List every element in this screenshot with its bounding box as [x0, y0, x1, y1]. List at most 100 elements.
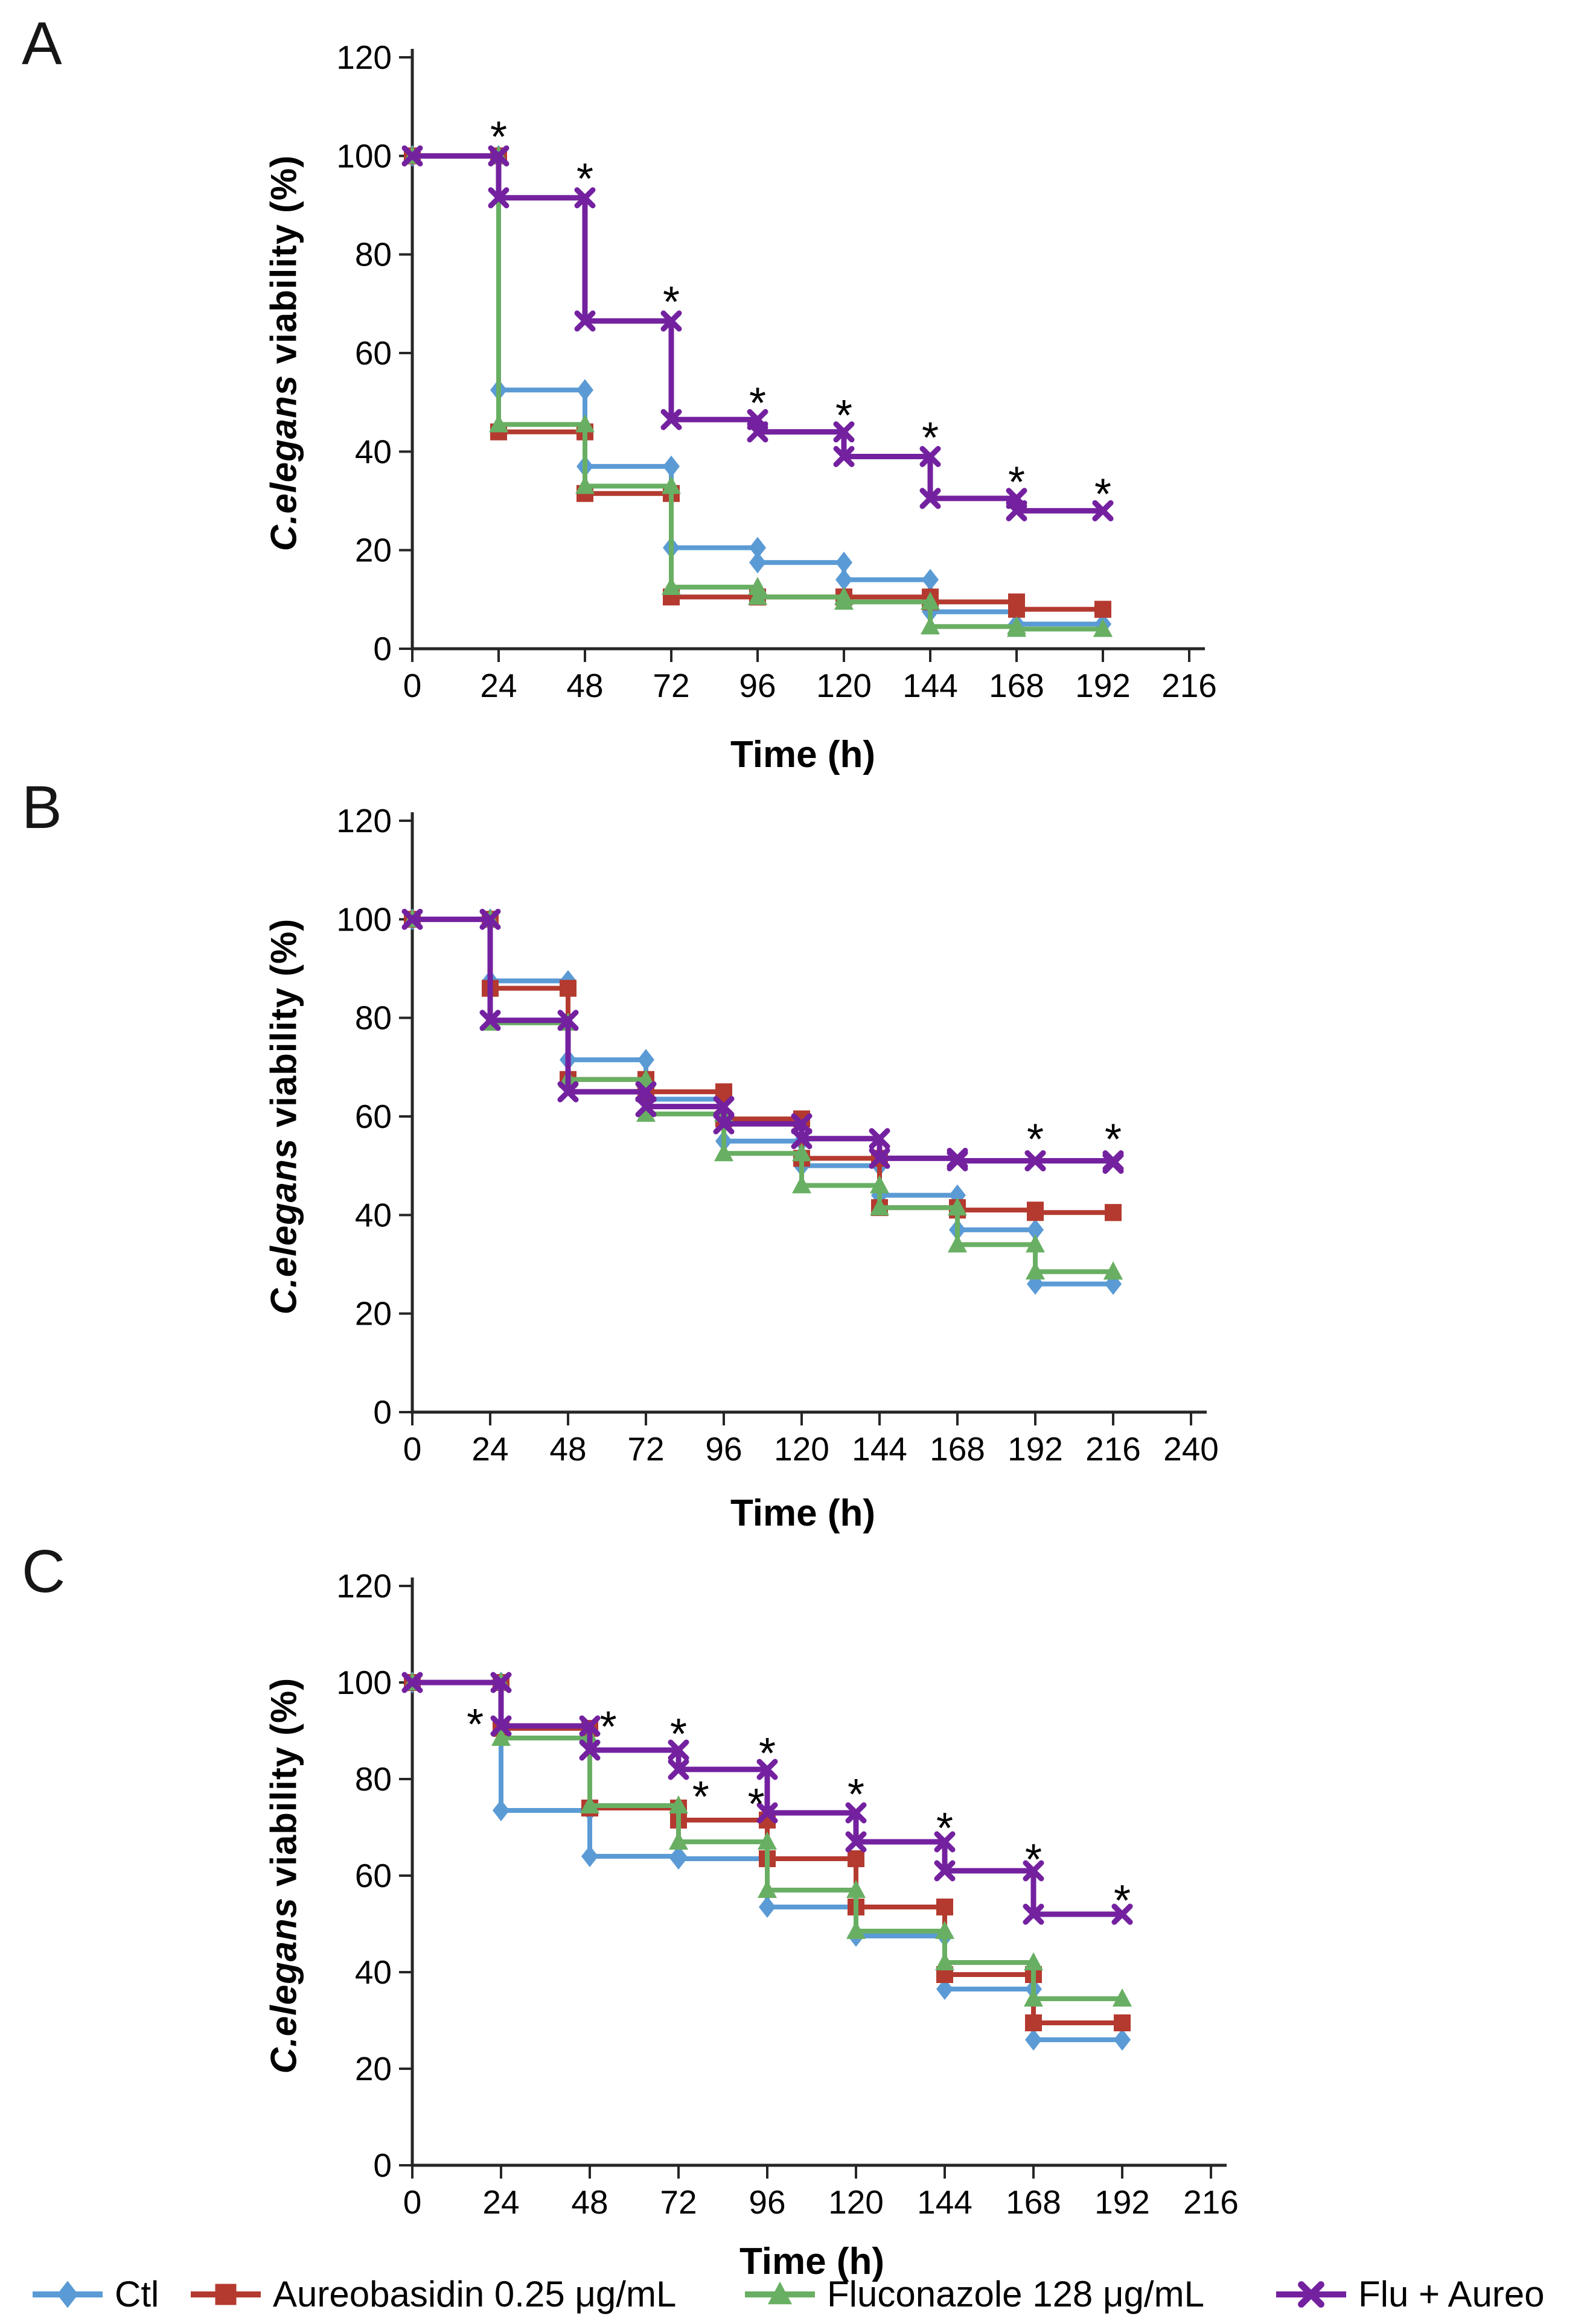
- series-combo-line: [401, 908, 1124, 1174]
- panel-A-plot: 0 20 40 60 80 100 120 0 24 48 72 96 120 144 168 192 216 *…: [336, 39, 1217, 704]
- y-axis-label-B: C.elegans viability (%): [263, 918, 305, 1315]
- significance-asterisk: *: [1008, 458, 1025, 506]
- significance-asterisk: *: [835, 392, 852, 440]
- y-tick-label: 100: [336, 137, 392, 174]
- x-tick-label: 0: [403, 667, 422, 704]
- y-axis-label-A: C.elegans viability (%): [263, 155, 305, 552]
- panel-C-plot: 0 20 40 60 80 100 120 0 24 48 72 96 120 144 168 192 216 *…: [336, 1567, 1239, 2221]
- x-tick-label: 120: [816, 667, 872, 704]
- x-tick-label: 240: [1163, 1430, 1219, 1468]
- series-aureo-line: [404, 911, 1122, 1221]
- x-tick-label: 24: [480, 667, 517, 704]
- legend-item-fluconazole: Fluconazole 128 μg/mL: [741, 2264, 1204, 2324]
- significance-asterisk: *: [936, 1804, 953, 1853]
- panel-B-plot: 0 20 40 60 80 100 120 0 24 48 72 96 120 144 168 192 216 2…: [336, 802, 1219, 1468]
- x-tick-label: 48: [571, 2183, 608, 2221]
- y-tick-label: 0: [373, 630, 392, 667]
- legend-item-aureobasidin: Aureobasidin 0.25 μg/mL: [187, 2264, 676, 2324]
- significance-asterisk: *: [848, 1771, 864, 1819]
- x-tick-label: 216: [1183, 2183, 1239, 2221]
- y-tick-label: 60: [355, 334, 392, 372]
- aureobasidin-square-icon: [191, 2284, 261, 2305]
- significance-asterisk: *: [1094, 471, 1111, 519]
- x-tick-label: 96: [739, 667, 776, 704]
- species-name: C.elegans: [263, 374, 304, 552]
- series-combo-line: [401, 145, 1114, 521]
- panel-C-axes: 0 20 40 60 80 100 120 0 24 48 72 96 120 144 168 192 216: [336, 1567, 1239, 2221]
- x-tick-label: 96: [705, 1430, 742, 1468]
- x-axis-label-A: Time (h): [730, 734, 875, 775]
- y-axis-label-C: C.elegans viability (%): [263, 1678, 305, 2074]
- y-tick-label: 0: [373, 2147, 392, 2184]
- y-tick-label: 40: [355, 433, 392, 470]
- x-tick-label: 24: [482, 2183, 519, 2221]
- legend: Ctl Aureobasidin 0.25 μg/mL Fluconazole …: [0, 2264, 1584, 2324]
- significance-asterisk: *: [467, 1701, 484, 1749]
- x-tick-label: 192: [1075, 667, 1131, 704]
- x-tick-label: 120: [828, 2183, 884, 2221]
- survival-curves-canvas: 0 20 40 60 80 100 120 0 24 48 72 96 120 144 168 192 216 *…: [336, 39, 1239, 2221]
- series-flu-line: [403, 909, 1123, 1280]
- x-axis-label-B: Time (h): [730, 1492, 875, 1534]
- significance-asterisk: *: [1025, 1836, 1042, 1884]
- panel-A-axes: 0 20 40 60 80 100 120 0 24 48 72 96 120 144 168 192 216: [336, 39, 1217, 704]
- y-axis-label-rest: viability (%): [263, 1677, 304, 1897]
- y-axis-label-rest: viability (%): [263, 154, 304, 375]
- x-tick-label: 48: [566, 667, 603, 704]
- x-tick-label: 144: [902, 667, 958, 704]
- y-tick-label: 20: [355, 2050, 392, 2087]
- x-tick-label: 216: [1161, 667, 1217, 704]
- significance-asterisk: *: [490, 113, 507, 162]
- x-tick-label: 168: [930, 1430, 985, 1468]
- y-tick-label: 80: [355, 1760, 392, 1798]
- significance-asterisk: *: [692, 1773, 709, 1821]
- significance-asterisk: *: [922, 414, 939, 462]
- significance-asterisk: *: [576, 155, 593, 203]
- significance-asterisk: *: [663, 278, 680, 326]
- x-tick-label: 48: [549, 1430, 586, 1468]
- y-tick-label: 120: [336, 39, 392, 76]
- species-name: C.elegans: [263, 1138, 304, 1315]
- significance-asterisk: *: [1105, 1116, 1122, 1164]
- y-tick-label: 20: [355, 1295, 392, 1332]
- panel-B-axes: 0 20 40 60 80 100 120 0 24 48 72 96 120 144 168 192 216 2…: [336, 802, 1219, 1468]
- ctl-diamond-icon: [33, 2281, 103, 2308]
- x-tick-label: 96: [749, 2183, 785, 2221]
- x-tick-label: 0: [403, 2183, 422, 2221]
- x-tick-label: 168: [1006, 2183, 1061, 2221]
- y-tick-label: 0: [373, 1393, 392, 1431]
- x-tick-label: 168: [989, 667, 1044, 704]
- legend-label-aureobasidin: Aureobasidin 0.25 μg/mL: [273, 2274, 677, 2314]
- y-tick-label: 20: [355, 532, 392, 569]
- series-ctl-line: [404, 908, 1122, 1295]
- x-tick-label: 144: [852, 1430, 907, 1468]
- x-tick-label: 144: [917, 2183, 972, 2221]
- series-combo-line: [401, 1672, 1133, 1925]
- significance-asterisk: *: [670, 1710, 687, 1759]
- x-tick-label: 24: [471, 1430, 508, 1468]
- panel-letter-A: A: [22, 10, 62, 77]
- series-flu-line: [403, 1672, 1132, 2007]
- fluconazole-triangle-icon: [745, 2281, 815, 2304]
- significance-asterisk: *: [748, 1780, 765, 1829]
- significance-asterisk: *: [1114, 1877, 1131, 1925]
- y-tick-label: 120: [336, 802, 392, 839]
- significance-asterisk: *: [600, 1703, 617, 1751]
- y-tick-label: 40: [355, 1953, 392, 1991]
- x-axis-label-C: Time (h): [739, 2241, 884, 2282]
- y-tick-label: 60: [355, 1857, 392, 1894]
- y-tick-label: 120: [336, 1567, 392, 1605]
- x-tick-label: 192: [1008, 1430, 1063, 1468]
- y-tick-label: 100: [336, 1664, 392, 1701]
- legend-label-flu-aureo: Flu + Aureo: [1358, 2274, 1545, 2314]
- y-tick-label: 40: [355, 1196, 392, 1234]
- x-tick-label: 120: [774, 1430, 829, 1468]
- significance-asterisk: *: [749, 380, 766, 428]
- x-tick-label: 72: [627, 1430, 664, 1468]
- legend-label-ctl: Ctl: [115, 2274, 159, 2314]
- series-flu-line: [403, 145, 1113, 637]
- x-tick-label: 0: [403, 1430, 422, 1468]
- flu-aureo-xmark-icon: [1276, 2281, 1346, 2308]
- y-tick-label: 80: [355, 999, 392, 1037]
- x-tick-label: 72: [660, 2183, 697, 2221]
